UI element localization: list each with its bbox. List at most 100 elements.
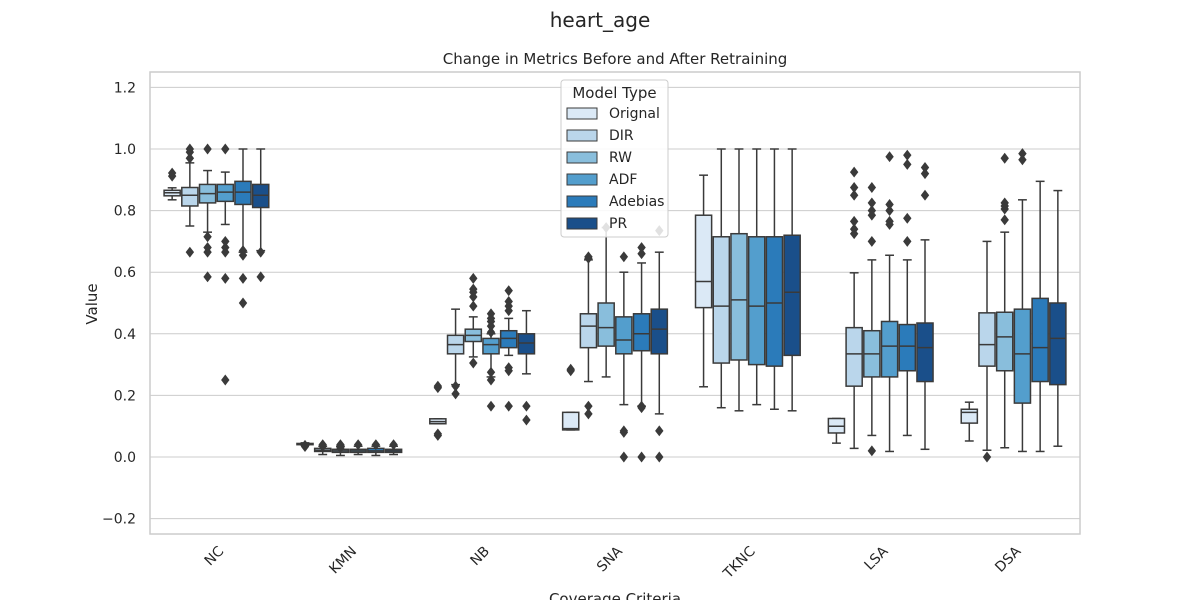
flier-marker [867,197,877,209]
box-Orignal-SNA [561,363,580,431]
box-body [765,236,784,367]
box-DIR-TKNC [712,148,731,409]
box-body [694,214,713,309]
flier-marker [982,451,992,463]
flier-marker [221,143,230,155]
y-axis-label: Value [83,283,101,324]
y-tick-label: 0.0 [114,450,136,466]
box-PR-LSA [916,162,934,451]
y-tick-label: 1.2 [114,80,136,96]
flier-marker [885,151,894,163]
flier-marker [469,272,478,284]
flier-marker [371,439,381,451]
box-Adebias-SNA [632,242,651,463]
box-body [650,308,669,355]
legend-swatch [566,151,598,164]
box-RW-DSA [995,152,1014,449]
flier-marker [655,451,664,463]
flier-marker [920,168,930,180]
box-body [712,236,731,364]
box-body [783,234,801,357]
box-ADF-SNA [615,251,633,463]
box-RW-NB [464,272,483,369]
flier-marker [885,198,894,210]
flier-marker [486,366,496,378]
flier-marker [300,439,310,451]
flier-marker [903,149,912,161]
flier-marker [469,357,478,369]
box-body [482,337,500,355]
box-body [517,333,536,355]
flier-marker [637,242,646,254]
box-DIR-KMN [313,439,332,456]
flier-marker [619,251,629,263]
flier-marker [1018,154,1027,166]
flier-marker [619,451,629,463]
flier-marker [566,363,575,375]
box-Orignal-DSA [960,401,979,442]
flier-marker [867,182,877,193]
plot-area: −0.20.00.20.40.60.81.01.2NC KMN NB SNA TKNC L… [102,71,1081,582]
legend-item-ADF: ADF [566,172,637,188]
flier-marker [238,272,248,284]
box-RW-SNA [597,222,615,378]
flier-marker [433,428,443,440]
flier-marker [637,248,646,260]
flier-marker [238,245,248,257]
flier-marker [504,296,513,307]
flier-marker [504,400,513,412]
flier-marker [885,215,894,227]
box-body [730,232,748,361]
box-Adebias-LSA [898,149,917,437]
flier-marker [185,143,195,155]
flier-marker [203,143,212,155]
legend-title: Model Type [572,84,656,102]
box-body [960,408,979,424]
legend-item-Orignal: Orignal [566,106,660,122]
box-body [561,411,580,431]
box-ADF-LSA [880,151,899,453]
flier-marker [256,271,265,283]
flier-marker [469,300,478,312]
flier-marker [221,374,230,386]
legend-item-DIR: DIR [566,128,634,144]
box-body [251,183,270,209]
flier-marker [203,242,212,254]
box-RW-NC [198,143,217,283]
flier-marker [867,445,877,457]
flier-marker [867,205,877,217]
flier-marker [1000,214,1009,226]
legend-label: PR [609,216,627,232]
box-DIR-LSA [845,166,863,450]
box-Adebias-DSA [1031,180,1049,453]
box-body [916,322,934,383]
flier-marker [849,182,859,193]
box-PR-TKNC [783,148,801,412]
y-tick-label: 0.8 [114,204,136,220]
flier-marker [903,158,912,170]
flier-marker [504,285,513,297]
box-RW-TKNC [730,148,748,412]
flier-marker [849,223,859,235]
box-ADF-DSA [1013,148,1032,453]
box-body [1013,308,1032,404]
flier-marker [920,189,930,201]
box-PR-SNA [650,225,669,463]
plot-frame [149,71,1081,535]
box-Orignal-NB [429,380,447,441]
flier-marker [433,380,443,392]
box-ADF-NB [482,308,500,412]
box-ADF-NC [216,143,235,386]
box-body [234,180,252,206]
legend-item-PR: PR [566,216,627,232]
flier-marker [885,205,894,217]
box-body [579,313,598,349]
flier-marker [1000,152,1009,164]
box-ADF-KMN [349,439,367,456]
legend-label: DIR [609,128,634,144]
box-body [978,312,996,367]
y-tick-label: −0.2 [102,512,136,528]
box-Adebias-TKNC [765,148,784,411]
